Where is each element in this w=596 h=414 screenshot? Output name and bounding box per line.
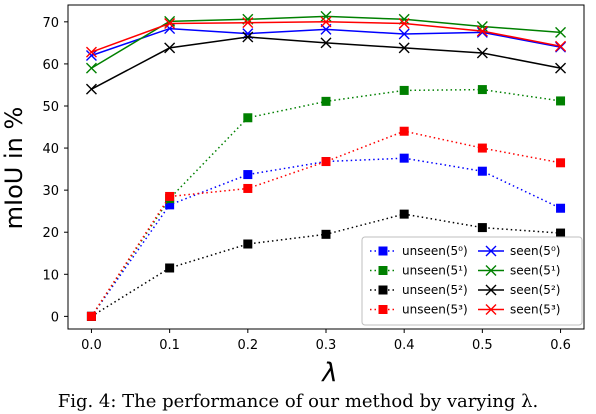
y-tick-label: 0 xyxy=(51,310,59,325)
y-tick-label: 20 xyxy=(42,226,59,241)
data-point-seen xyxy=(398,18,410,30)
data-point-unseen xyxy=(556,158,566,168)
legend-marker xyxy=(378,246,388,256)
data-point-unseen xyxy=(243,113,253,123)
data-point-unseen xyxy=(243,183,253,193)
x-tick-label: 0.6 xyxy=(550,338,571,353)
legend-label: seen(5²) xyxy=(510,283,560,297)
data-point-seen xyxy=(164,18,176,30)
data-point-seen xyxy=(398,13,410,25)
data-point-seen xyxy=(398,28,410,40)
data-point-unseen xyxy=(165,191,175,201)
data-point-unseen xyxy=(477,223,487,233)
x-tick-label: 0.2 xyxy=(237,338,258,353)
data-point-seen xyxy=(476,25,488,37)
legend-box xyxy=(361,236,583,326)
y-tick-label: 30 xyxy=(42,184,59,199)
data-point-unseen xyxy=(321,96,331,106)
data-point-unseen xyxy=(477,85,487,95)
y-tick-label: 40 xyxy=(42,142,59,157)
y-tick-label: 70 xyxy=(42,16,59,31)
data-point-unseen xyxy=(165,200,175,210)
legend-marker xyxy=(485,245,497,257)
data-point-unseen xyxy=(399,126,409,136)
data-point-seen xyxy=(476,47,488,59)
x-axis-label: λ xyxy=(320,358,337,388)
data-point-unseen xyxy=(321,157,331,167)
legend-label: seen(5¹) xyxy=(510,264,560,278)
data-point-unseen xyxy=(399,153,409,163)
legend-label: seen(5⁰) xyxy=(510,244,560,258)
x-tick-label: 0.0 xyxy=(81,338,102,353)
data-point-seen xyxy=(398,42,410,54)
legend-marker xyxy=(378,305,388,314)
legend-label: unseen(5⁰) xyxy=(402,244,468,258)
data-point-unseen xyxy=(86,311,96,321)
y-axis-label: mIoU in % xyxy=(0,107,28,230)
data-point-unseen xyxy=(399,85,409,95)
x-tick-label: 0.5 xyxy=(472,338,493,353)
data-point-seen xyxy=(320,10,332,22)
data-point-unseen xyxy=(399,209,409,219)
series-line-seen-5 xyxy=(91,36,561,90)
data-point-seen xyxy=(242,31,254,43)
data-point-unseen xyxy=(165,263,175,273)
data-point-unseen xyxy=(321,229,331,239)
data-point-unseen xyxy=(243,170,253,180)
data-point-seen xyxy=(320,16,332,28)
data-point-seen xyxy=(85,49,97,61)
data-point-unseen xyxy=(556,96,566,106)
x-tick-label: 0.1 xyxy=(159,338,180,353)
figure-caption: Fig. 4: The performance of our method by… xyxy=(57,391,539,412)
x-tick-label: 0.4 xyxy=(394,338,415,353)
data-point-unseen xyxy=(556,228,566,238)
legend-marker xyxy=(378,266,388,275)
data-point-unseen xyxy=(243,239,253,249)
data-point-seen xyxy=(242,17,254,29)
legend-label: unseen(5¹) xyxy=(402,264,468,278)
data-point-seen xyxy=(320,37,332,49)
data-point-seen xyxy=(164,42,176,54)
data-point-seen xyxy=(85,62,97,74)
legend-label: unseen(5³) xyxy=(402,303,468,317)
legend-label: seen(5³) xyxy=(510,303,560,317)
legend-marker xyxy=(378,285,388,295)
legend-marker xyxy=(485,304,497,315)
data-point-unseen xyxy=(556,203,566,213)
data-point-seen xyxy=(476,20,488,32)
legend-marker xyxy=(485,284,497,296)
legend-label: unseen(5²) xyxy=(402,283,468,297)
data-point-unseen xyxy=(477,166,487,176)
y-tick-label: 50 xyxy=(42,100,59,115)
data-point-seen xyxy=(85,83,97,95)
data-point-seen xyxy=(555,40,567,52)
x-tick-label: 0.3 xyxy=(316,338,337,353)
data-point-unseen xyxy=(477,143,487,153)
data-point-seen xyxy=(555,26,567,38)
y-tick-label: 60 xyxy=(42,58,59,73)
data-point-seen xyxy=(85,46,97,58)
legend-marker xyxy=(485,265,497,276)
data-point-seen xyxy=(555,62,567,74)
y-tick-label: 10 xyxy=(42,268,59,283)
